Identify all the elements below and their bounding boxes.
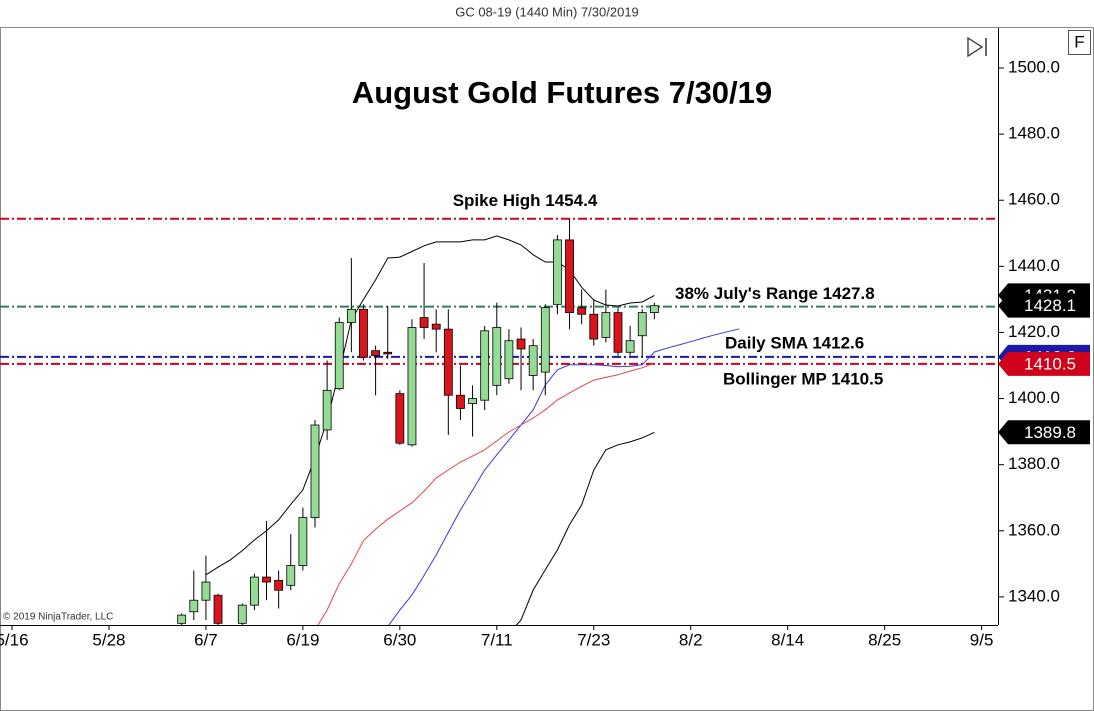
- x-tick-label: 7/11: [481, 630, 513, 649]
- candle-body: [262, 576, 271, 583]
- indicator-line: [317, 362, 655, 625]
- candle-body: [468, 398, 477, 404]
- y-tick-label: 1380.0: [1008, 454, 1060, 473]
- x-tick-label: 8/25: [868, 630, 901, 649]
- indicator-line: [515, 431, 655, 625]
- candle-body: [177, 614, 187, 624]
- y-tick-label: 1360.0: [1008, 520, 1060, 539]
- f-button[interactable]: F: [1068, 30, 1091, 55]
- candle-body: [565, 239, 574, 314]
- candle-body: [310, 424, 320, 518]
- candle-body: [359, 308, 368, 358]
- price-tag: [998, 351, 1090, 376]
- x-tick-label: 5/16: [0, 630, 29, 649]
- x-tick-label: 8/14: [771, 630, 804, 649]
- candle-body: [237, 604, 247, 624]
- x-tick-label: 9/5: [970, 630, 994, 649]
- candle-body: [274, 579, 284, 591]
- candle-body: [516, 338, 526, 350]
- level-label: Spike High 1454.4: [453, 191, 598, 210]
- x-tick-label: 6/30: [383, 630, 416, 649]
- candle-body: [431, 323, 441, 330]
- candle-body: [189, 599, 199, 613]
- candle-body: [201, 581, 211, 601]
- candle-body: [637, 312, 647, 337]
- x-tick-label: 5/28: [92, 630, 125, 649]
- y-tick-label: 1420.0: [1008, 322, 1060, 341]
- indicator-line: [205, 235, 655, 576]
- candle-body: [286, 565, 296, 586]
- y-tick-label: 1460.0: [1008, 190, 1060, 209]
- candle-body: [213, 594, 223, 624]
- candle-body: [589, 313, 599, 340]
- level-label: Daily SMA 1412.6: [725, 333, 864, 352]
- button-label: F: [1074, 32, 1084, 51]
- plot: [0, 217, 998, 625]
- y-tick-label: 1480.0: [1008, 124, 1060, 143]
- candle-body: [625, 340, 635, 353]
- y-tick-label: 1400.0: [1008, 388, 1060, 407]
- play-icon: [967, 36, 984, 58]
- candle-body: [492, 327, 502, 386]
- candle-body: [407, 327, 417, 446]
- indicator-line: [388, 328, 740, 625]
- candle-body: [553, 239, 562, 305]
- x-tick-label: 6/7: [194, 630, 218, 649]
- x-tick-label: 7/23: [577, 630, 610, 649]
- candle-body: [456, 394, 465, 409]
- scroll-end-button[interactable]: [967, 36, 987, 58]
- candle-body: [419, 317, 429, 328]
- chart-title: August Gold Futures 7/30/19: [352, 75, 772, 110]
- candle-body: [649, 305, 659, 314]
- candle-body: [334, 322, 344, 390]
- copyright: © 2019 NinjaTrader, LLC: [3, 612, 113, 623]
- axes: 1340.0 1360.0 1380.0 1400.0 1420.0 1440.0 1460…: [0, 57, 1060, 649]
- x-tick-label: 8/2: [679, 630, 703, 649]
- x-tick-label: 6/19: [286, 630, 319, 649]
- price-tag: [998, 293, 1090, 318]
- price-tag: [998, 420, 1090, 445]
- button-frame: [1068, 30, 1091, 55]
- candle-body: [577, 307, 587, 315]
- candle-body: [601, 312, 611, 338]
- price-tag-label: 1389.8: [1024, 423, 1076, 442]
- y-tick-label: 1340.0: [1008, 586, 1060, 605]
- candle-body: [371, 350, 381, 356]
- candle-body: [613, 312, 623, 353]
- candle-body: [480, 330, 490, 401]
- candle-body: [346, 308, 356, 323]
- candle-body: [395, 393, 405, 444]
- candle-body: [249, 576, 259, 606]
- level-label: 38% July's Range 1427.8: [675, 284, 875, 303]
- header: GC 08-19 (1440 Min) 7/30/2019: [455, 4, 639, 19]
- y-tick-label: 1500.0: [1008, 57, 1060, 76]
- candle-body: [540, 307, 550, 373]
- candle-body: [322, 389, 332, 431]
- y-tick-label: 1440.0: [1008, 256, 1060, 275]
- candle-body: [298, 517, 308, 566]
- candle-body: [443, 328, 453, 396]
- level-label: Bollinger MP 1410.5: [723, 369, 883, 388]
- price-tag-label: 1410.5: [1024, 354, 1076, 373]
- candle-body: [528, 345, 538, 376]
- candle-body: [383, 351, 393, 355]
- price-tag-label: 1428.1: [1024, 296, 1076, 315]
- candle-body: [504, 340, 514, 380]
